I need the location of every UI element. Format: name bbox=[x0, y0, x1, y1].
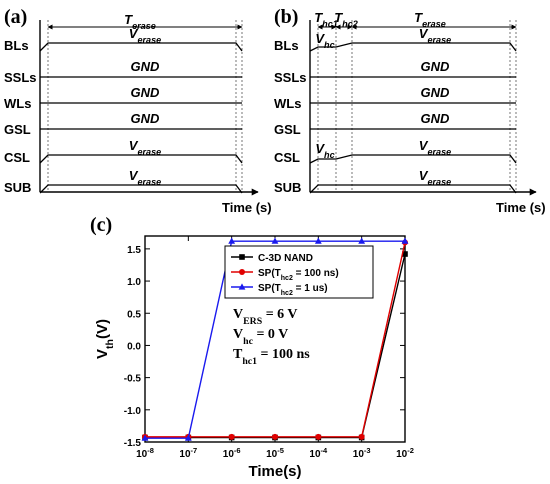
panel-b: (b) Thc1 Thc2 Terase BLs Vhc Verase SSLs GND WLs… bbox=[270, 0, 550, 220]
y-axis-label: Vth(V) bbox=[94, 319, 116, 359]
data-point bbox=[358, 433, 365, 440]
x-tick-label: 10-3 bbox=[353, 446, 371, 461]
signal-label: BLs bbox=[4, 38, 29, 53]
waveform bbox=[39, 154, 243, 164]
x-tick-label: 10-6 bbox=[223, 446, 241, 461]
y-tick-label: 1.0 bbox=[127, 277, 141, 288]
legend-entry: SP(Thc2 = 100 ns) bbox=[258, 268, 339, 282]
data-point bbox=[272, 433, 278, 440]
wave-label: Verase bbox=[129, 26, 161, 45]
y-tick-label: -1.5 bbox=[124, 438, 142, 449]
param-annotation: Thc1 = 100 ns bbox=[233, 347, 310, 367]
data-point bbox=[228, 237, 236, 244]
wave-label: Verase bbox=[419, 138, 451, 157]
wave-label: GND bbox=[131, 111, 161, 126]
y-tick-label: 1.5 bbox=[127, 245, 141, 256]
panel-b-label: (b) bbox=[274, 6, 299, 28]
wave-label: Verase bbox=[129, 168, 161, 187]
waveform bbox=[309, 184, 517, 194]
signal-label: CSL bbox=[4, 150, 30, 165]
signal-label: CSL bbox=[274, 150, 300, 165]
wave-label: GND bbox=[421, 111, 451, 126]
panel-a: (a) Terase BLs Verase SSLs GND WLs GND GSL GND CS… bbox=[0, 0, 275, 220]
signal-label: SUB bbox=[274, 180, 301, 195]
data-point bbox=[315, 433, 322, 440]
x-tick-label: 10-2 bbox=[396, 446, 414, 461]
terase-label: Terase bbox=[124, 12, 156, 31]
panel-c: (c) 10-8 10-7 10-6 10-5 10-4 10-3 10-2 -1.5 -1.0… bbox=[85, 212, 415, 484]
thc2-label: Thc2 bbox=[334, 10, 358, 29]
x-tick-label: 10-4 bbox=[309, 446, 328, 461]
wave-label: Verase bbox=[129, 138, 161, 157]
data-point bbox=[228, 433, 235, 440]
wave-label: GND bbox=[131, 85, 161, 100]
y-tick-label: 0.0 bbox=[127, 341, 141, 352]
thc1-label: Thc1 bbox=[314, 10, 338, 29]
x-axis-label: Time(s) bbox=[248, 463, 301, 480]
data-point bbox=[184, 434, 192, 441]
signal-label: SSLs bbox=[4, 70, 37, 85]
data-point bbox=[401, 237, 409, 244]
data-point bbox=[239, 269, 245, 275]
data-point bbox=[402, 251, 408, 257]
signal-label: BLs bbox=[274, 38, 299, 53]
signal-label: WLs bbox=[4, 96, 31, 111]
signal-label: GSL bbox=[4, 122, 31, 137]
y-tick-label: -0.5 bbox=[124, 374, 142, 385]
series-2 bbox=[141, 237, 409, 441]
signal-label: SUB bbox=[4, 180, 31, 195]
x-tick-label: 10-5 bbox=[266, 446, 284, 461]
vth-time-chart: 10-8 10-7 10-6 10-5 10-4 10-3 10-2 -1.5 -1.0 -0.5… bbox=[94, 235, 414, 480]
x-tick-label: 10-8 bbox=[136, 446, 154, 461]
terase-label: Terase bbox=[414, 10, 446, 29]
panel-a-xlabel: Time (s) bbox=[222, 200, 272, 215]
wave-label: Verase bbox=[419, 168, 451, 187]
panel-a-timing-diagram: Terase BLs Verase SSLs GND WLs GND GSL GND CSL Ver… bbox=[4, 12, 272, 215]
waveform bbox=[39, 184, 243, 194]
vhc-label: Vhc bbox=[315, 31, 334, 50]
y-tick-label: -1.0 bbox=[124, 406, 142, 417]
panel-c-label: (c) bbox=[90, 214, 113, 236]
legend-entry: C-3D NAND bbox=[258, 253, 313, 264]
wave-label: Verase bbox=[419, 26, 451, 45]
data-point bbox=[239, 254, 245, 260]
data-point bbox=[271, 237, 279, 244]
legend-entry: SP(Thc2 = 1 us) bbox=[258, 283, 328, 297]
waveform bbox=[309, 154, 517, 164]
wave-label: GND bbox=[131, 59, 161, 74]
signal-label: SSLs bbox=[274, 70, 307, 85]
waveform bbox=[309, 42, 517, 52]
signal-label: GSL bbox=[274, 122, 301, 137]
wave-label: GND bbox=[421, 59, 451, 74]
wave-label: GND bbox=[421, 85, 451, 100]
panel-b-xlabel: Time (s) bbox=[496, 200, 546, 215]
data-point bbox=[314, 237, 322, 244]
signal-label: WLs bbox=[274, 96, 301, 111]
y-tick-label: 0.5 bbox=[127, 309, 141, 320]
waveform bbox=[39, 42, 243, 52]
x-tick-label: 10-7 bbox=[179, 446, 197, 461]
param-annotation: Vhc = 0 V bbox=[233, 327, 288, 347]
vhc-label: Vhc bbox=[315, 141, 334, 160]
data-point bbox=[358, 237, 366, 244]
panel-a-label: (a) bbox=[4, 6, 28, 28]
data-point bbox=[141, 434, 149, 441]
data-point bbox=[238, 283, 246, 290]
param-annotation: VERS = 6 V bbox=[233, 307, 298, 327]
